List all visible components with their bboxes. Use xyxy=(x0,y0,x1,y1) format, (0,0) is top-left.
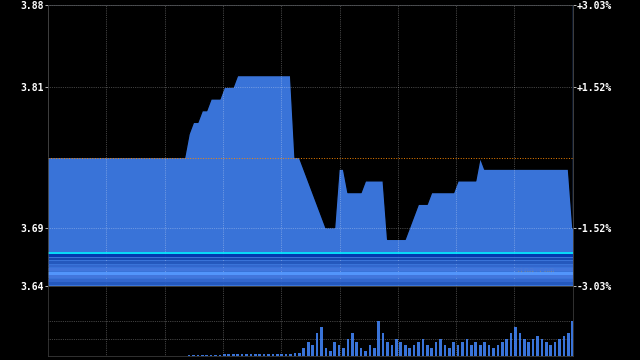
Bar xyxy=(387,342,389,356)
Bar xyxy=(219,355,221,356)
Bar xyxy=(329,351,332,356)
Bar xyxy=(523,339,525,356)
Bar xyxy=(536,336,539,356)
Bar xyxy=(360,348,362,356)
Bar xyxy=(532,339,534,356)
Bar xyxy=(303,348,305,356)
Bar xyxy=(227,354,230,356)
Bar xyxy=(333,342,336,356)
Bar xyxy=(298,354,301,356)
Bar xyxy=(417,342,420,356)
Bar xyxy=(474,342,477,356)
Bar xyxy=(48,268,573,271)
Bar xyxy=(404,345,406,356)
Bar xyxy=(483,342,486,356)
Bar xyxy=(364,351,367,356)
Bar xyxy=(488,345,490,356)
Bar xyxy=(514,327,516,356)
Bar xyxy=(259,354,261,356)
Bar xyxy=(236,354,239,356)
Bar xyxy=(501,342,504,356)
Bar xyxy=(324,348,327,356)
Bar xyxy=(470,345,473,356)
Bar xyxy=(448,348,451,356)
Bar xyxy=(390,345,394,356)
Text: sina.com: sina.com xyxy=(515,266,554,275)
Bar xyxy=(48,261,573,264)
Bar xyxy=(554,342,557,356)
Bar xyxy=(316,333,318,356)
Bar xyxy=(254,354,257,356)
Bar xyxy=(572,321,574,356)
Bar xyxy=(48,257,573,261)
Bar xyxy=(245,354,248,356)
Bar xyxy=(527,342,530,356)
Bar xyxy=(497,345,499,356)
Bar xyxy=(439,339,442,356)
Bar xyxy=(549,345,552,356)
Bar xyxy=(444,345,446,356)
Bar xyxy=(506,339,508,356)
Bar xyxy=(342,348,345,356)
Bar xyxy=(408,348,411,356)
Bar xyxy=(373,348,376,356)
Bar xyxy=(250,354,252,356)
Bar xyxy=(192,355,195,356)
Bar xyxy=(378,321,380,356)
Bar xyxy=(267,354,270,356)
Bar xyxy=(311,345,314,356)
Bar xyxy=(492,348,495,356)
Bar xyxy=(263,354,266,356)
Bar xyxy=(232,354,234,356)
Bar xyxy=(196,355,199,356)
Bar xyxy=(276,354,278,356)
Bar xyxy=(48,271,573,275)
Bar xyxy=(395,339,397,356)
Bar xyxy=(518,333,521,356)
Bar xyxy=(351,333,354,356)
Bar xyxy=(48,279,573,282)
Bar xyxy=(271,354,274,356)
Bar xyxy=(452,342,455,356)
Bar xyxy=(422,339,424,356)
Bar xyxy=(48,282,573,285)
Bar xyxy=(241,354,243,356)
Bar xyxy=(347,339,349,356)
Bar xyxy=(382,333,385,356)
Bar xyxy=(214,355,217,356)
Bar xyxy=(48,275,573,278)
Bar xyxy=(223,354,226,356)
Bar xyxy=(48,254,573,257)
Bar xyxy=(545,342,548,356)
Bar xyxy=(294,354,296,356)
Bar xyxy=(289,354,292,356)
Bar xyxy=(307,342,310,356)
Bar xyxy=(338,345,340,356)
Bar xyxy=(48,265,573,267)
Bar xyxy=(509,333,513,356)
Bar xyxy=(355,342,358,356)
Bar xyxy=(426,345,429,356)
Bar xyxy=(413,345,415,356)
Bar xyxy=(558,339,561,356)
Bar xyxy=(320,327,323,356)
Bar xyxy=(430,348,433,356)
Bar xyxy=(435,342,437,356)
Bar xyxy=(201,355,204,356)
Bar xyxy=(567,333,570,356)
Bar xyxy=(280,354,283,356)
Bar xyxy=(461,342,464,356)
Bar xyxy=(479,345,481,356)
Bar xyxy=(205,355,208,356)
Bar xyxy=(210,355,212,356)
Bar xyxy=(188,355,191,356)
Bar xyxy=(369,345,371,356)
Bar xyxy=(541,339,543,356)
Bar xyxy=(563,336,565,356)
Bar xyxy=(285,354,287,356)
Bar xyxy=(466,339,468,356)
Bar xyxy=(457,345,460,356)
Bar xyxy=(399,342,402,356)
